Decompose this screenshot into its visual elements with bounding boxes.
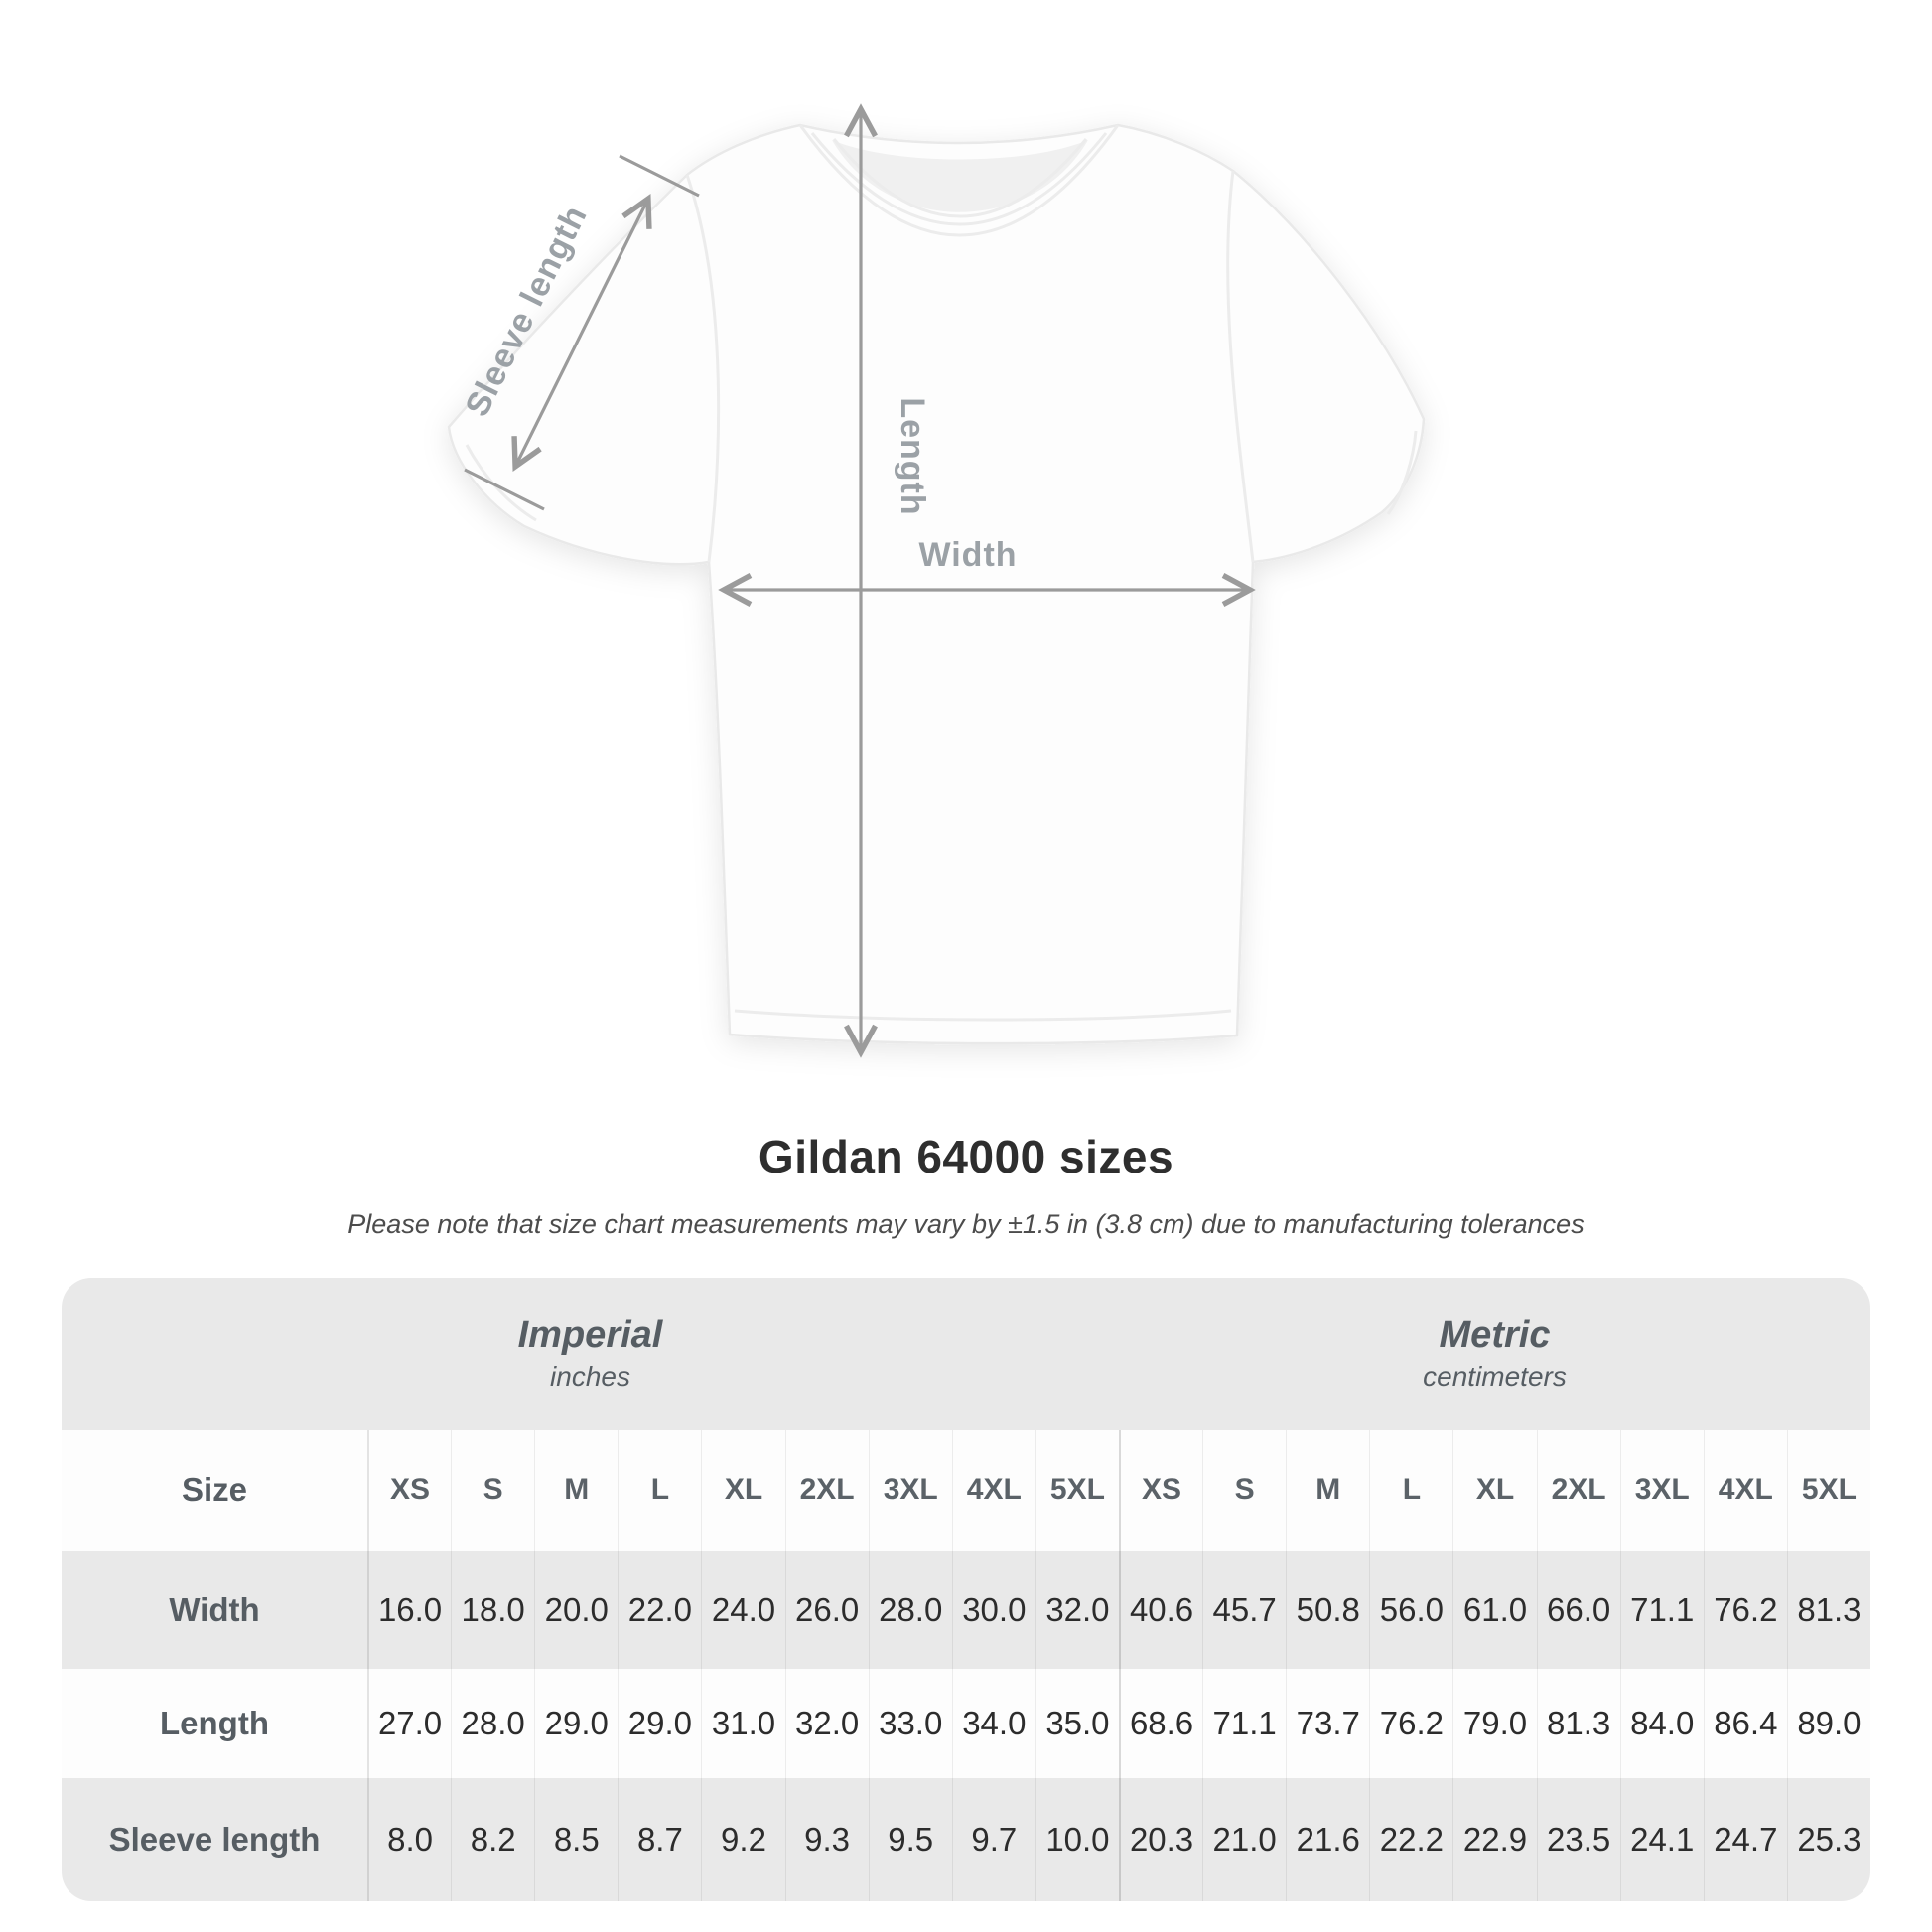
value-cell: 34.0 [951,1669,1035,1778]
value-cell: 18.0 [451,1551,534,1669]
value-cell: 35.0 [1035,1669,1119,1778]
value-cell: 79.0 [1452,1669,1537,1778]
value-cell: 23.5 [1536,1778,1620,1901]
value-cell: 40.6 [1119,1551,1202,1669]
size-header-metric-5xl: 5XL [1786,1430,1870,1551]
value-cell: 71.1 [1202,1669,1287,1778]
value-cell: 30.0 [951,1551,1035,1669]
width-label: Width [918,536,1017,574]
size-header-metric-m: M [1286,1430,1370,1551]
value-cell: 89.0 [1786,1669,1870,1778]
size-header-imperial-xl: XL [701,1430,785,1551]
row-label-sleeve-length: Sleeve length [108,1821,321,1858]
value-cell: 50.8 [1286,1551,1369,1669]
size-column-header: Size [62,1430,367,1551]
value-cell: 20.3 [1119,1778,1202,1901]
value-cell: 28.0 [868,1551,952,1669]
metric-group-header: Metric centimeters [1119,1278,1870,1430]
value-cell: 9.7 [951,1778,1035,1901]
value-cell: 20.0 [534,1551,618,1669]
row-label-width: Width [169,1590,260,1628]
size-header-metric-4xl: 4XL [1703,1430,1787,1551]
value-cell: 76.2 [1703,1551,1787,1669]
size-header-imperial-s: S [451,1430,535,1551]
page-title: Gildan 64000 sizes [758,1131,1174,1182]
sleeve-tick-bottom [464,468,545,511]
value-cell: 21.6 [1286,1778,1369,1901]
value-cell: 9.2 [701,1778,784,1901]
tshirt-illustration: Sleeve length Length Width [447,103,1426,1058]
size-header-imperial-5xl: 5XL [1035,1430,1119,1551]
value-cell: 28.0 [451,1669,535,1778]
value-cell: 61.0 [1452,1551,1536,1669]
size-header-metric-2xl: 2XL [1536,1430,1620,1551]
tolerance-note: Please note that size chart measurements… [347,1209,1585,1239]
value-cell: 27.0 [367,1669,452,1778]
value-cell: 8.0 [367,1778,451,1901]
metric-group-unit: centimeters [1423,1361,1567,1392]
value-cell: 10.0 [1035,1778,1119,1901]
tshirt-measurement-diagram: Sleeve length Length Width [447,103,1426,1058]
value-cell: 24.1 [1619,1778,1704,1901]
value-cell: 22.2 [1369,1778,1452,1901]
value-cell: 29.0 [534,1669,619,1778]
value-cell: 25.3 [1786,1778,1870,1901]
row-label-length: Length [62,1669,367,1778]
value-cell: 8.5 [534,1778,618,1901]
imperial-group-title: Imperial [517,1314,663,1356]
value-cell: 22.9 [1452,1778,1536,1901]
metric-group-title: Metric [1439,1314,1551,1356]
value-cell: 21.0 [1202,1778,1286,1901]
size-chart-table: Imperial inches Metric centimeters Size X… [62,1278,1870,1901]
imperial-group-unit: inches [550,1361,630,1392]
value-cell: 66.0 [1536,1551,1620,1669]
sleeve-length-arrow [511,194,652,472]
size-header-metric-3xl: 3XL [1619,1430,1704,1551]
value-cell: 16.0 [367,1551,451,1669]
value-cell: 9.5 [868,1778,952,1901]
value-cell: 56.0 [1369,1551,1452,1669]
collar-opening [832,140,1088,212]
size-header-metric-s: S [1202,1430,1287,1551]
value-cell: 9.3 [784,1778,869,1901]
value-cell: 32.0 [784,1669,869,1778]
value-cell: 24.0 [701,1551,784,1669]
value-cell: 45.7 [1202,1551,1286,1669]
value-cell: 29.0 [618,1669,702,1778]
value-cell: 8.7 [618,1778,701,1901]
value-cell: 26.0 [784,1551,869,1669]
value-cell: 68.6 [1119,1669,1203,1778]
size-header-imperial-4xl: 4XL [951,1430,1035,1551]
size-header-imperial-3xl: 3XL [868,1430,952,1551]
size-header-imperial-m: M [534,1430,619,1551]
value-cell: 24.7 [1703,1778,1787,1901]
size-header-imperial-2xl: 2XL [784,1430,869,1551]
value-cell: 76.2 [1369,1669,1453,1778]
value-cell: 31.0 [701,1669,785,1778]
size-chart-panel: Imperial inches Metric centimeters Size X… [62,1278,1870,1901]
size-header-metric-xs: XS [1119,1430,1203,1551]
value-cell: 73.7 [1286,1669,1370,1778]
value-cell: 86.4 [1703,1669,1787,1778]
value-cell: 81.3 [1786,1551,1870,1669]
value-cell: 33.0 [868,1669,952,1778]
tshirt-shape [447,123,1426,1045]
value-cell: 22.0 [618,1551,701,1669]
length-label: Length [894,397,931,515]
value-cell: 8.2 [451,1778,534,1901]
size-header-metric-l: L [1369,1430,1453,1551]
value-cell: 84.0 [1619,1669,1704,1778]
value-cell: 71.1 [1619,1551,1704,1669]
size-header-imperial-l: L [618,1430,702,1551]
value-cell: 81.3 [1536,1669,1620,1778]
value-cell: 32.0 [1035,1551,1119,1669]
size-header-metric-xl: XL [1452,1430,1537,1551]
imperial-group-header: Imperial inches [62,1278,1119,1430]
size-header-imperial-xs: XS [367,1430,452,1551]
sleeve-tick-top [619,154,700,198]
